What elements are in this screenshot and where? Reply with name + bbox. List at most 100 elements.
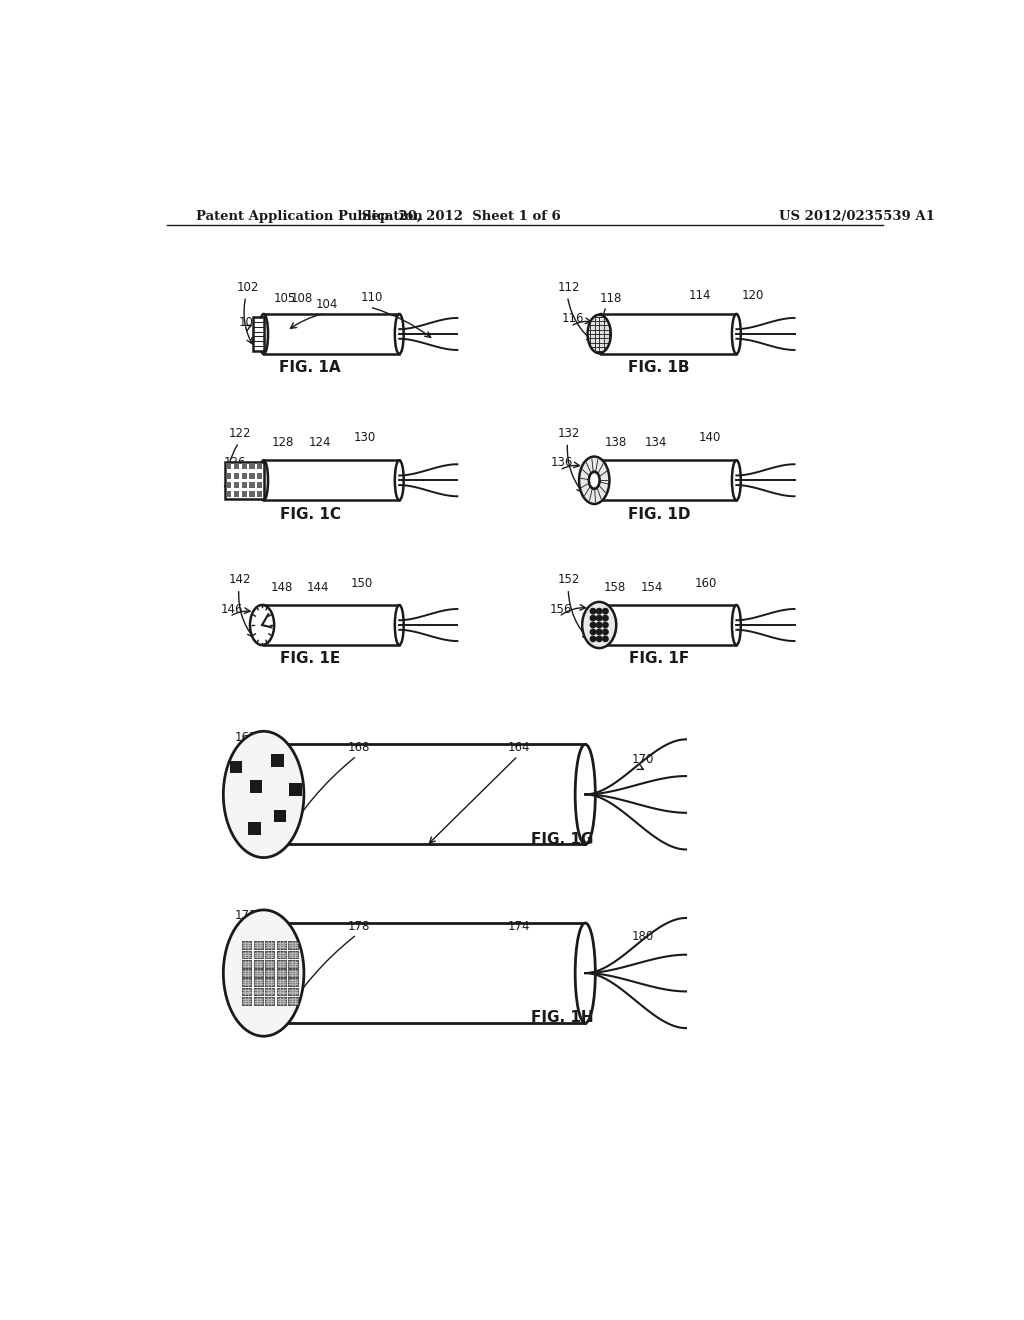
Text: 128: 128	[271, 437, 294, 449]
Bar	[276, 941, 286, 949]
Bar	[254, 987, 263, 995]
Bar	[254, 978, 263, 986]
Text: FIG. 1A: FIG. 1A	[280, 360, 341, 375]
Circle shape	[590, 622, 596, 628]
Bar	[289, 987, 298, 995]
Text: 122: 122	[228, 428, 251, 440]
Text: 102: 102	[237, 281, 259, 294]
Ellipse shape	[250, 605, 274, 645]
Bar	[226, 491, 231, 498]
Text: 162: 162	[234, 730, 257, 743]
Text: 178: 178	[348, 920, 371, 933]
Circle shape	[603, 636, 608, 642]
Text: US 2012/0235539 A1: US 2012/0235539 A1	[779, 210, 935, 223]
Bar	[273, 809, 287, 822]
Bar	[233, 491, 239, 498]
Ellipse shape	[579, 457, 609, 504]
Bar	[233, 473, 239, 479]
Bar	[242, 969, 251, 977]
Circle shape	[603, 615, 608, 620]
Text: 156: 156	[550, 603, 572, 615]
Text: 150: 150	[350, 577, 373, 590]
Bar	[265, 941, 274, 949]
Circle shape	[597, 609, 602, 614]
Text: 154: 154	[641, 581, 664, 594]
Ellipse shape	[575, 923, 595, 1023]
Text: 120: 120	[741, 289, 764, 302]
Circle shape	[590, 630, 596, 635]
Ellipse shape	[223, 909, 304, 1036]
Bar	[265, 960, 274, 968]
Text: 158: 158	[604, 581, 626, 594]
Bar	[226, 482, 231, 488]
Ellipse shape	[583, 602, 616, 648]
Bar	[276, 960, 286, 968]
Bar	[289, 969, 298, 977]
Bar	[271, 754, 284, 767]
Text: Patent Application Publication: Patent Application Publication	[197, 210, 423, 223]
Bar	[289, 997, 298, 1005]
Bar	[230, 762, 243, 774]
Bar	[265, 969, 274, 977]
Bar	[226, 463, 231, 470]
Text: FIG. 1B: FIG. 1B	[628, 360, 689, 375]
Ellipse shape	[732, 461, 740, 500]
Bar	[265, 978, 274, 986]
Bar	[233, 482, 239, 488]
Bar	[250, 780, 262, 793]
Text: 112: 112	[558, 281, 581, 294]
Ellipse shape	[257, 744, 278, 845]
Bar	[250, 463, 255, 470]
Text: FIG. 1H: FIG. 1H	[530, 1010, 593, 1026]
Ellipse shape	[395, 605, 403, 645]
Circle shape	[603, 630, 608, 635]
Bar	[242, 941, 251, 949]
Text: 116: 116	[562, 313, 585, 326]
Ellipse shape	[259, 314, 268, 354]
Ellipse shape	[223, 731, 304, 858]
Bar	[265, 997, 274, 1005]
Bar	[257, 473, 262, 479]
Bar	[242, 950, 251, 958]
Bar	[290, 783, 302, 796]
Ellipse shape	[259, 605, 268, 645]
Bar	[250, 482, 255, 488]
Bar	[265, 950, 274, 958]
Bar	[257, 482, 262, 488]
Bar	[276, 997, 286, 1005]
Text: 134: 134	[645, 437, 668, 449]
Bar	[276, 987, 286, 995]
Text: 148: 148	[270, 581, 293, 594]
Text: 124: 124	[308, 437, 331, 449]
Bar	[289, 960, 298, 968]
Circle shape	[603, 622, 608, 628]
Bar	[242, 482, 247, 488]
Ellipse shape	[575, 744, 595, 845]
Text: 136: 136	[550, 457, 572, 470]
Bar	[233, 463, 239, 470]
Bar	[254, 941, 263, 949]
Bar	[242, 491, 247, 498]
Bar	[253, 317, 263, 351]
Bar	[289, 941, 298, 949]
Bar	[250, 491, 255, 498]
Bar	[289, 950, 298, 958]
Bar	[242, 473, 247, 479]
Text: 144: 144	[306, 581, 329, 594]
Bar	[254, 960, 263, 968]
Text: FIG. 1E: FIG. 1E	[280, 651, 340, 665]
Ellipse shape	[732, 605, 740, 645]
Text: 114: 114	[688, 289, 711, 302]
Ellipse shape	[732, 314, 740, 354]
Text: 106: 106	[239, 317, 261, 329]
Text: FIG. 1G: FIG. 1G	[530, 832, 593, 846]
Text: 170: 170	[632, 752, 654, 766]
Ellipse shape	[596, 605, 605, 645]
Ellipse shape	[588, 314, 611, 354]
Bar	[257, 491, 262, 498]
Text: FIG. 1C: FIG. 1C	[280, 507, 341, 521]
Text: 166: 166	[246, 763, 268, 776]
Circle shape	[590, 609, 596, 614]
Text: 118: 118	[599, 292, 622, 305]
Text: 180: 180	[632, 931, 654, 942]
